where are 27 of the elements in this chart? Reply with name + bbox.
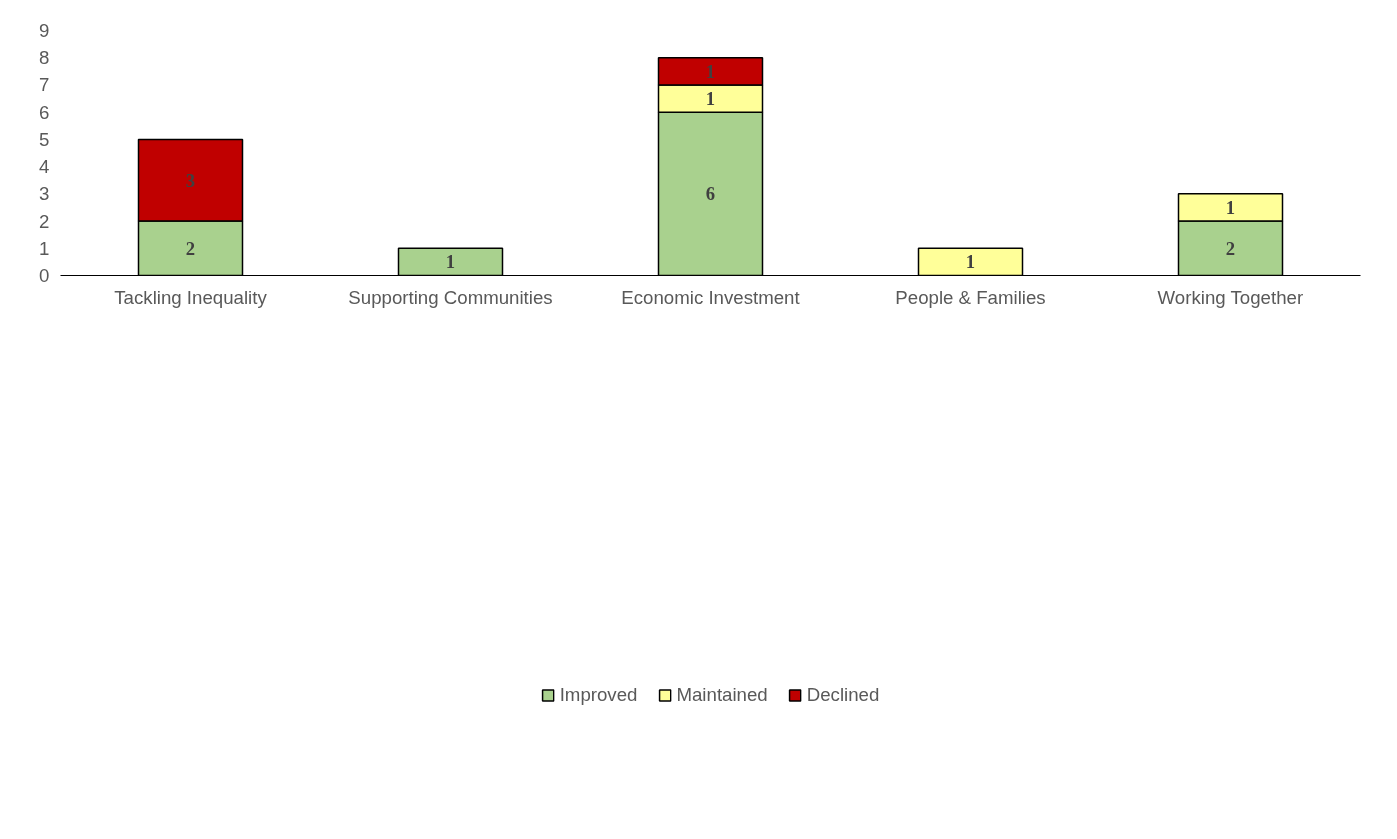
legend-label: Declined: [806, 683, 880, 706]
data-label: 6: [705, 183, 716, 205]
x-tick-label: Tackling Inequality: [114, 286, 268, 308]
y-tick-label: 2: [39, 210, 50, 232]
data-label: 1: [965, 251, 976, 273]
y-tick-label: 3: [39, 183, 50, 205]
data-label: 1: [705, 60, 716, 82]
data-label: 1: [445, 251, 456, 273]
legend-label: Maintained: [676, 683, 768, 706]
x-tick-label: Working Together: [1157, 286, 1304, 308]
data-label: 2: [185, 237, 196, 259]
x-tick-label: Supporting Communities: [348, 286, 553, 308]
y-tick-label: 6: [39, 101, 50, 123]
legend-label: Improved: [559, 683, 638, 706]
x-tick-label: People & Families: [895, 286, 1046, 308]
y-tick-label: 4: [39, 156, 50, 178]
data-label: 3: [185, 169, 196, 191]
y-tick-label: 1: [39, 237, 50, 259]
y-tick-label: 9: [39, 20, 50, 41]
data-label: 1: [1225, 196, 1236, 218]
y-tick-label: 7: [39, 74, 50, 96]
y-tick-label: 0: [39, 265, 50, 286]
y-tick-label: 5: [39, 128, 50, 150]
data-label: 2: [1225, 237, 1236, 259]
y-tick-label: 8: [39, 47, 50, 69]
x-tick-label: Economic Investment: [621, 286, 801, 308]
data-label: 1: [705, 88, 716, 110]
